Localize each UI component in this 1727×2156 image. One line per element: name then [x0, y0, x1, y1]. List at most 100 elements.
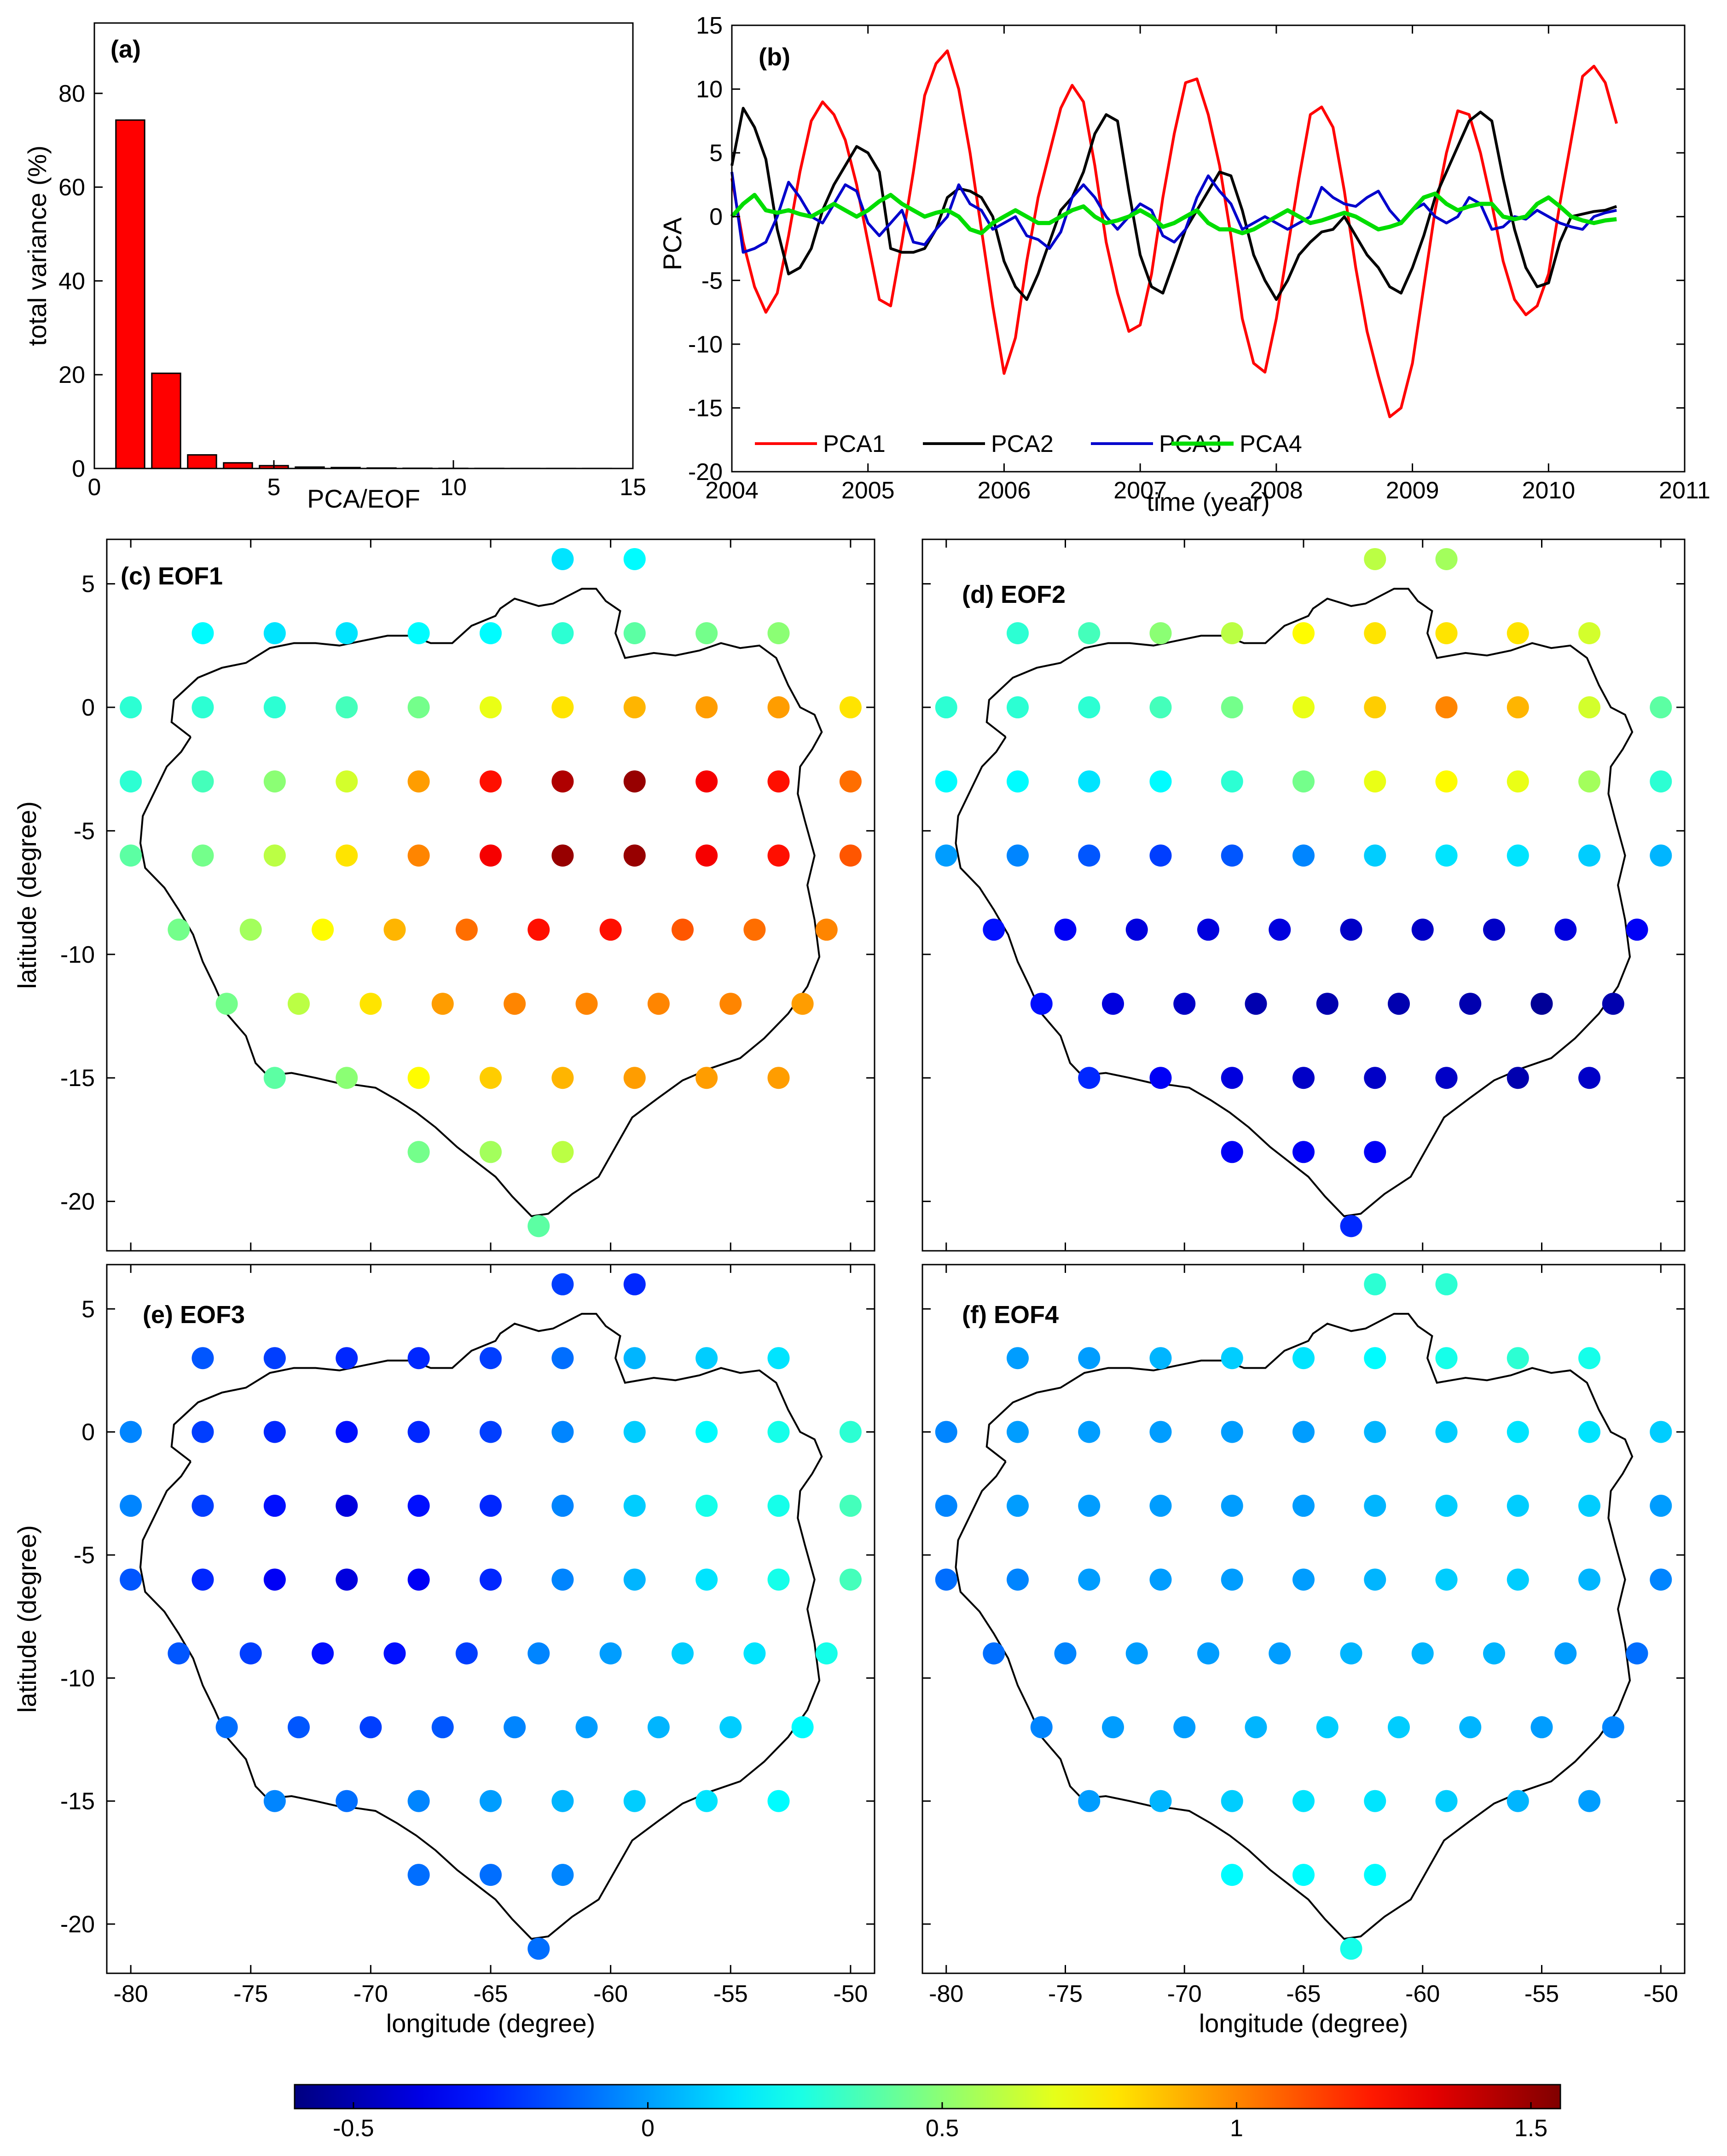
- grid-point: [480, 1568, 502, 1591]
- series-pca3: [730, 172, 1617, 254]
- grid-point: [695, 1495, 718, 1517]
- grid-point: [1507, 622, 1529, 644]
- grid-point: [1292, 770, 1315, 793]
- grid-point: [599, 919, 622, 941]
- ytick-label: -15: [60, 1788, 95, 1815]
- grid-point: [1411, 1642, 1434, 1665]
- grid-point: [359, 1716, 382, 1739]
- grid-point: [767, 622, 790, 644]
- ytick-label: -10: [688, 331, 723, 358]
- grid-point: [407, 1141, 430, 1163]
- grid-point: [1507, 1790, 1529, 1812]
- grid-point: [1650, 696, 1672, 719]
- grid-point: [336, 696, 358, 719]
- grid-point: [1078, 696, 1101, 719]
- grid-point: [263, 1347, 286, 1370]
- grid-point: [1507, 844, 1529, 867]
- grid-point: [695, 1790, 718, 1812]
- grid-point: [527, 919, 550, 941]
- grid-point: [551, 1067, 574, 1089]
- grid-point: [312, 919, 334, 941]
- grid-point: [1149, 770, 1172, 793]
- grid-point: [120, 1421, 142, 1443]
- grid-point: [407, 622, 430, 644]
- xtick-label: -65: [473, 1981, 508, 2007]
- grid-point: [527, 1215, 550, 1237]
- ytick-label: -20: [60, 1911, 95, 1938]
- grid-point: [1364, 770, 1386, 793]
- basin-outline: [139, 588, 823, 1217]
- panel-title: (d) EOF2: [962, 581, 1066, 608]
- grid-point: [1221, 1141, 1243, 1163]
- grid-point: [1626, 1642, 1648, 1665]
- grid-point: [1650, 1421, 1672, 1443]
- grid-point: [1078, 770, 1101, 793]
- grid-point: [839, 696, 862, 719]
- y-axis-label: latitude (degree): [12, 801, 41, 989]
- grid-point: [551, 1421, 574, 1443]
- grid-point: [1435, 1421, 1458, 1443]
- grid-point: [1149, 1568, 1172, 1591]
- bar-1: [115, 119, 145, 469]
- grid-point: [1007, 1495, 1029, 1517]
- grid-point: [455, 1642, 478, 1665]
- grid-point: [1292, 622, 1315, 644]
- grid-point: [431, 1716, 454, 1739]
- grid-point: [1221, 844, 1243, 867]
- grid-point: [1364, 1864, 1386, 1886]
- grid-point: [1435, 1568, 1458, 1591]
- grid-point: [767, 1568, 790, 1591]
- xtick-label: 2010: [1522, 477, 1575, 504]
- ytick-label: -5: [74, 818, 95, 844]
- grid-point: [1578, 1067, 1600, 1089]
- grid-point: [767, 696, 790, 719]
- xtick-label: -50: [833, 1981, 868, 2007]
- grid-point: [215, 1716, 238, 1739]
- grid-point: [336, 622, 358, 644]
- grid-point: [839, 1421, 862, 1443]
- grid-point: [551, 1568, 574, 1591]
- grid-point: [623, 770, 646, 793]
- grid-point: [1007, 1347, 1029, 1370]
- grid-point: [1435, 696, 1458, 719]
- ytick-label: -15: [688, 395, 723, 422]
- grid-point: [551, 1790, 574, 1812]
- grid-point: [480, 622, 502, 644]
- grid-point: [1530, 1716, 1553, 1739]
- grid-point: [1221, 1347, 1243, 1370]
- grid-point: [1292, 1864, 1315, 1886]
- grid-point: [407, 1067, 430, 1089]
- grid-point: [1364, 548, 1386, 570]
- grid-point: [407, 1568, 430, 1591]
- grid-point: [623, 844, 646, 867]
- xtick-label: 10: [440, 474, 467, 501]
- grid-point: [935, 844, 957, 867]
- grid-point: [791, 1716, 814, 1739]
- grid-point: [336, 844, 358, 867]
- grid-point: [1507, 1067, 1529, 1089]
- y-axis-label: PCA: [658, 217, 687, 271]
- grid-point: [431, 993, 454, 1015]
- grid-point: [1292, 1495, 1315, 1517]
- grid-point: [1340, 1937, 1362, 1960]
- x-axis-label: longitude (degree): [1199, 2009, 1408, 2038]
- grid-point: [1435, 1790, 1458, 1812]
- grid-point: [551, 1495, 574, 1517]
- grid-point: [1340, 1215, 1362, 1237]
- grid-point: [623, 1495, 646, 1517]
- panel-c: 5 0 -5 -10 -15 -20 latitude (degree) (c) EOF1: [12, 538, 875, 1252]
- basin-outline: [139, 1312, 823, 1940]
- grid-point: [1245, 1716, 1267, 1739]
- grid-point: [1078, 844, 1101, 867]
- grid-point: [1435, 1273, 1458, 1295]
- grid-point: [263, 1067, 286, 1089]
- grid-point: [1435, 622, 1458, 644]
- grid-point: [312, 1642, 334, 1665]
- grid-point: [695, 770, 718, 793]
- colorbar-tick-label: -0.5: [333, 2115, 374, 2142]
- grid-point: [1292, 1141, 1315, 1163]
- grid-point: [1626, 919, 1648, 941]
- xtick-label: 0: [88, 474, 101, 501]
- grid-point: [407, 1864, 430, 1886]
